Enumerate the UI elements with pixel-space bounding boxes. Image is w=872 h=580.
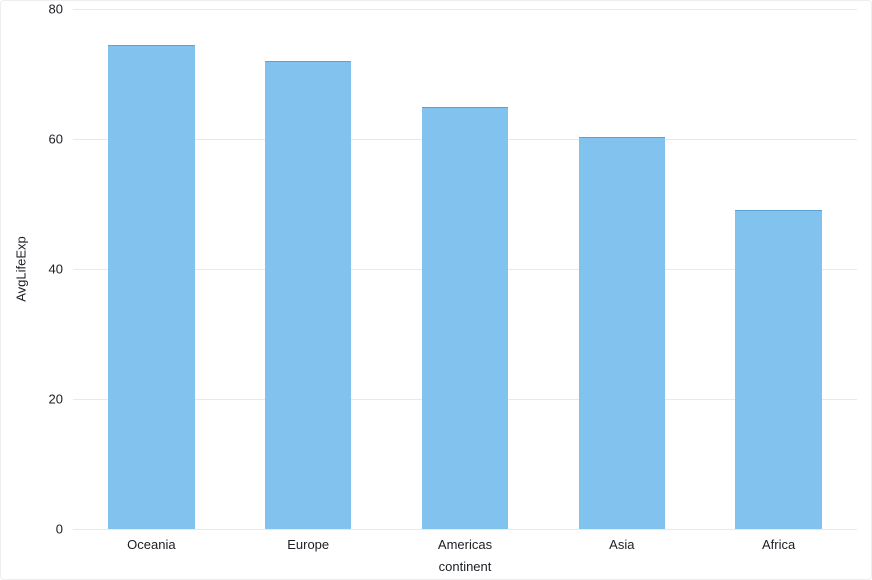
bar (579, 137, 665, 529)
x-tick-label: Asia (609, 537, 634, 552)
y-tick-label: 20 (33, 392, 63, 407)
bar (735, 210, 821, 529)
y-tick-label: 0 (33, 522, 63, 537)
x-tick-label: Africa (762, 537, 795, 552)
bar (422, 107, 508, 529)
x-tick-label: Europe (287, 537, 329, 552)
plot-area (73, 9, 857, 529)
x-tick-label: Oceania (127, 537, 175, 552)
x-tick-label: Americas (438, 537, 492, 552)
x-axis-title: continent (439, 559, 492, 574)
life-expectancy-bar-chart: AvgLifeExp continent 0 20 40 60 80 Oceania Eur… (0, 0, 872, 580)
gridline (73, 9, 857, 10)
y-tick-label: 40 (33, 262, 63, 277)
y-tick-label: 60 (33, 132, 63, 147)
bar (108, 45, 194, 529)
y-axis-title: AvgLifeExp (14, 236, 29, 302)
gridline (73, 529, 857, 530)
bar (265, 61, 351, 529)
y-tick-label: 80 (33, 2, 63, 17)
